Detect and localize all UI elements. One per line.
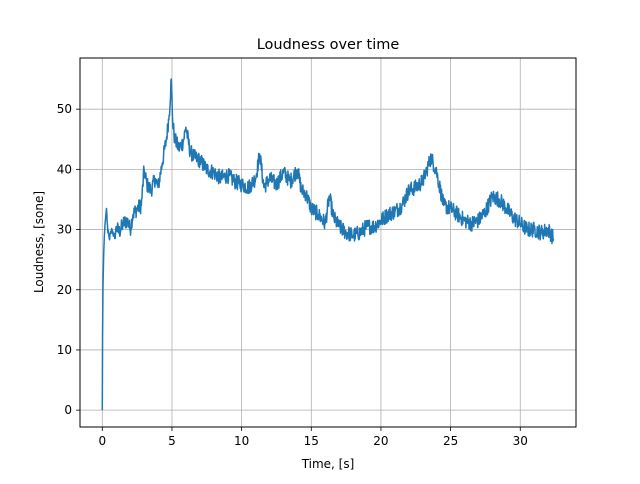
x-tick-label: 0: [98, 434, 106, 448]
y-tick-label: 50: [57, 102, 72, 116]
grid-lines: [80, 58, 576, 427]
x-tick-label: 10: [234, 434, 249, 448]
series-layer: [101, 78, 555, 411]
x-axis-label: Time, [s]: [301, 457, 355, 471]
y-tick-label: 30: [57, 223, 72, 237]
y-axis-label: Loudness, [sone]: [32, 191, 46, 293]
y-tick-label: 20: [57, 283, 72, 297]
x-tick-label: 20: [373, 434, 388, 448]
chart-title: Loudness over time: [257, 37, 400, 53]
y-tick-label: 40: [57, 162, 72, 176]
x-tick-label: 30: [513, 434, 528, 448]
y-tick-label: 0: [64, 403, 72, 417]
y-tick-label: 10: [57, 343, 72, 357]
x-tick-label: 25: [443, 434, 458, 448]
x-tick-label: 5: [168, 434, 176, 448]
x-tick-label: 15: [304, 434, 319, 448]
axes-frame: [79, 57, 577, 428]
tick-layer: 0 5 10 15 20 25 30 0 10 20 30 40 50: [57, 102, 528, 448]
loudness-series-line: [101, 78, 555, 411]
